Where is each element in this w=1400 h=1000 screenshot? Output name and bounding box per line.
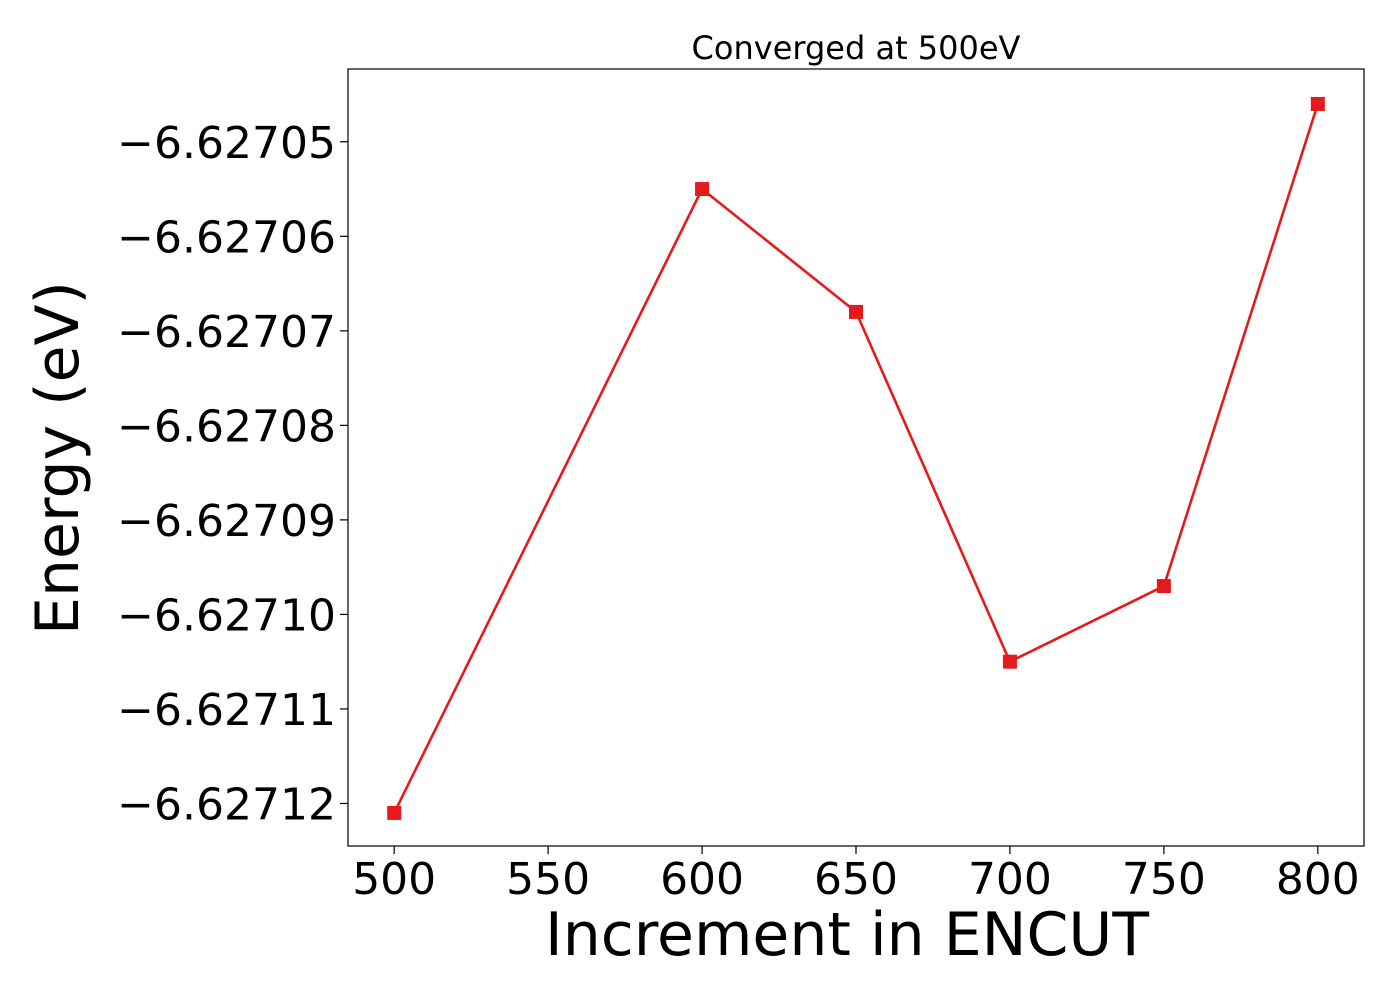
y-tick-label: −6.62707 — [117, 307, 336, 358]
y-tick-label: −6.62708 — [117, 401, 336, 452]
data-point-marker — [1156, 579, 1171, 594]
data-point-marker — [1310, 96, 1325, 111]
x-tick-label: 750 — [1122, 854, 1206, 905]
y-tick-label: −6.62712 — [117, 779, 336, 830]
x-tick-label: 500 — [352, 854, 436, 905]
x-tick-label: 700 — [968, 854, 1052, 905]
x-tick-label: 600 — [660, 854, 744, 905]
chart-title: Converged at 500eV — [692, 29, 1021, 67]
y-tick-label: −6.62709 — [117, 496, 336, 547]
y-tick-label: −6.62706 — [117, 212, 336, 263]
plot-area: 500 550 600 650 700 750 800 −6.62705 −6.62706 −6.… — [117, 68, 1365, 905]
data-point-marker — [387, 805, 402, 820]
data-point-marker — [849, 304, 863, 319]
y-tick-label: −6.62711 — [117, 685, 336, 736]
series-line — [393, 103, 1320, 814]
x-tick-label: 800 — [1276, 854, 1360, 905]
x-axis-label: Increment in ENCUT — [545, 900, 1149, 970]
y-tick-label: −6.62710 — [117, 590, 336, 641]
data-point-marker — [1002, 654, 1017, 669]
y-tick-label: −6.62705 — [117, 118, 336, 169]
x-tick-label: 650 — [814, 854, 898, 905]
x-tick-label: 550 — [506, 854, 590, 905]
data-point-marker — [695, 182, 710, 197]
y-axis-label: Energy (eV) — [23, 281, 93, 635]
plot-frame — [347, 68, 1365, 847]
